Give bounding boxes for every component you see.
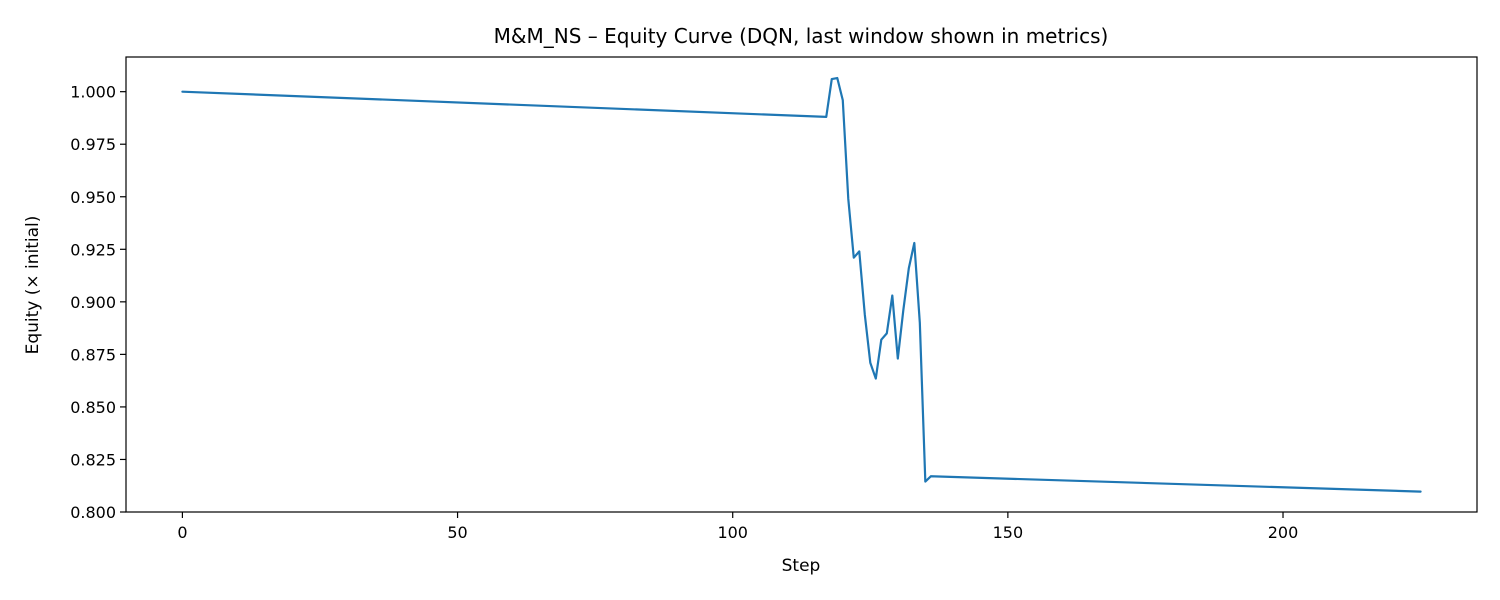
- y-tick-label: 0.825: [70, 450, 116, 469]
- y-axis: 0.800 0.825 0.850 0.875 0.900 0.925 0.950 0.975…: [70, 83, 126, 522]
- y-tick-label: 0.900: [70, 293, 116, 312]
- y-axis-label: Equity (× initial): [23, 216, 43, 355]
- equity-series-line: [181, 76, 1422, 493]
- x-axis-label: Step: [782, 556, 821, 576]
- y-tick-label: 0.800: [70, 503, 116, 522]
- y-tick-label: 0.975: [70, 135, 116, 154]
- axes-frame: [125, 56, 1478, 513]
- y-tick-label: 0.850: [70, 398, 116, 417]
- x-tick-label: 0: [177, 523, 187, 542]
- y-tick-label: 0.950: [70, 188, 116, 207]
- chart-title: M&M_NS – Equity Curve (DQN, last window …: [494, 24, 1109, 48]
- x-axis: 0 50 100 150 200: [177, 512, 1298, 542]
- x-tick-label: 50: [447, 523, 467, 542]
- y-tick-label: 0.925: [70, 240, 116, 259]
- x-tick-label: 100: [717, 523, 748, 542]
- x-tick-label: 150: [993, 523, 1024, 542]
- y-tick-label: 1.000: [70, 83, 116, 102]
- x-tick-label: 200: [1268, 523, 1299, 542]
- plot-area: [181, 76, 1422, 493]
- y-tick-label: 0.875: [70, 345, 116, 364]
